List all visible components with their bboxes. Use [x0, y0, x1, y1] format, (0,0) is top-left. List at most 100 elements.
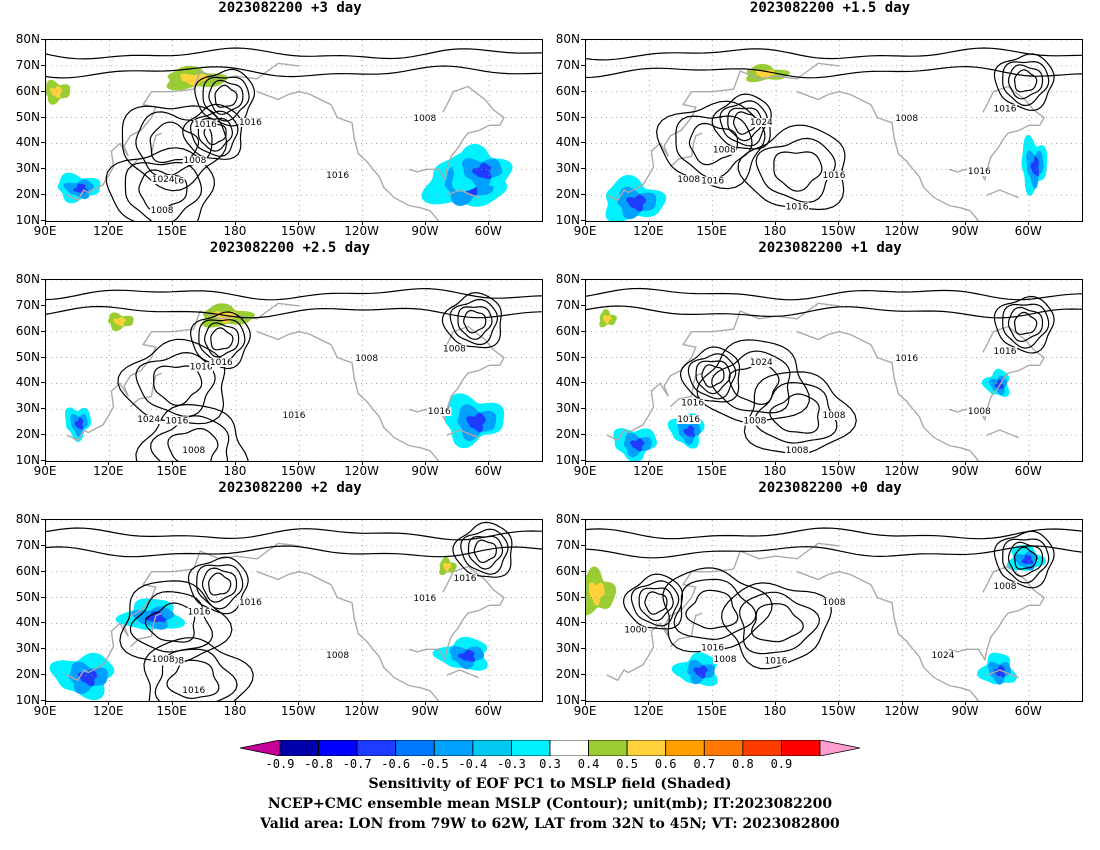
contour-label: 1016: [823, 171, 846, 181]
latitude-tick: [581, 39, 586, 40]
longitude-label: 180: [223, 704, 247, 718]
coastline: [66, 542, 300, 682]
contour-label: 1008: [355, 354, 378, 364]
longitude-label: 90E: [573, 464, 597, 478]
panel-plus-2-day: 2023082200 +2 day 1016 1016 1008 1016 1008 10…: [0, 480, 543, 720]
longitude-tick: [234, 701, 236, 705]
latitude-tick: [581, 90, 586, 92]
isobar: [46, 287, 542, 301]
longitude-tick: [424, 701, 426, 705]
latitude-label: 60N: [15, 563, 40, 578]
colorbar-box: [742, 740, 782, 756]
high-pressure-isobar: [711, 350, 791, 414]
longitude-tick: [234, 221, 236, 225]
high-pressure-isobar: [754, 381, 838, 444]
longitude-tick: [108, 701, 110, 705]
latitude-label: 10N: [555, 213, 580, 227]
latitude-label: 40N: [15, 375, 40, 390]
isobar: [46, 305, 542, 319]
longitude-tick: [711, 221, 713, 225]
latitude-label: 40N: [15, 615, 40, 630]
latitude-label: 70N: [15, 297, 40, 312]
longitude-tick: [774, 461, 776, 465]
latitude-tick: [41, 570, 46, 572]
contour-label: 1024: [750, 358, 773, 368]
latitude-label: 40N: [15, 135, 40, 150]
positive-sensitivity-core: [443, 562, 452, 572]
contour-label-bg: [193, 119, 218, 129]
longitude-tick: [298, 701, 300, 705]
latitude-label: 70N: [555, 297, 580, 312]
latitude-tick: [41, 519, 46, 520]
caption-line-3: Valid area: LON from 79W to 62W, LAT fro…: [260, 816, 840, 832]
longitude-label: 90W: [951, 464, 979, 478]
contour-label-bg: [427, 407, 452, 416]
contour-label-bg: [712, 145, 737, 155]
contour-label-bg: [822, 411, 846, 420]
high-pressure-isobar: [167, 427, 219, 461]
latitude-tick: [41, 142, 46, 144]
contour-label: 1008: [152, 655, 175, 665]
longitude-tick: [171, 461, 173, 465]
low-pressure-isobar: [695, 360, 731, 395]
longitude-tick: [838, 461, 840, 465]
contour-label: 1000: [624, 626, 647, 636]
longitude-label: 150E: [696, 704, 727, 718]
isobars: [46, 47, 542, 221]
latitude-tick: [41, 279, 46, 280]
isobars: [586, 47, 1082, 211]
coastline: [948, 565, 1045, 662]
contour-label: 1016: [194, 120, 217, 130]
longitude-tick: [361, 461, 363, 465]
latitude-label: 50N: [15, 109, 40, 124]
longitude-tick: [1028, 461, 1030, 465]
high-pressure-isobar: [166, 659, 220, 700]
colorbar-box: [395, 740, 435, 756]
low-pressure-isobar: [210, 327, 234, 351]
contour-label-bg: [325, 651, 350, 660]
contour-label-bg: [700, 176, 725, 186]
low-pressure-isobar: [993, 53, 1055, 112]
contour-label-bg: [412, 594, 437, 603]
contour-label: 1016: [786, 202, 809, 212]
colorbar-tick-label: -0.8: [304, 757, 334, 771]
low-pressure-isobar: [189, 110, 239, 157]
high-pressure-isobar: [662, 567, 773, 653]
latitude-label: 30N: [15, 401, 40, 416]
contour-label-bg: [713, 655, 737, 664]
low-pressure-isobar: [1007, 64, 1044, 100]
latitude-label: 80N: [15, 272, 40, 286]
high-pressure-isobar: [144, 602, 196, 643]
longitude-tick: [964, 461, 966, 465]
contour-label: 1008: [786, 446, 809, 456]
latitude-tick: [581, 460, 586, 461]
contour-label: 1008: [994, 582, 1017, 592]
longitude-label: 120E: [633, 464, 664, 478]
latitude-tick: [41, 408, 46, 410]
contour-label-bg: [894, 354, 919, 363]
contour-label: 1008: [151, 206, 174, 216]
contour-label: 1008: [183, 156, 206, 166]
contour-label-bg: [151, 175, 176, 184]
latitude-label: 30N: [15, 641, 40, 656]
isobar: [586, 305, 1082, 319]
longitude-tick: [648, 701, 650, 705]
longitude-label: 150W: [820, 704, 856, 718]
low-pressure-isobar: [203, 121, 227, 146]
negative-sensitivity-peak: [993, 665, 1005, 678]
contour-label-bg: [676, 175, 701, 184]
low-pressure-isobar: [701, 364, 725, 388]
isobar: [586, 545, 1082, 559]
caption-line-1: Sensitivity of EOF PC1 to MSLP field (Sh…: [368, 776, 732, 792]
longitude-tick: [171, 701, 173, 705]
isobars: [586, 287, 1082, 455]
latitude-label: 70N: [15, 57, 40, 72]
contour-label-bg: [238, 598, 263, 607]
contour-label: 1024: [750, 118, 773, 128]
latitude-label: 20N: [15, 667, 40, 682]
longitude-label: 180: [223, 464, 247, 478]
low-pressure-isobar: [196, 564, 244, 610]
longitude-label: 150W: [280, 224, 316, 238]
